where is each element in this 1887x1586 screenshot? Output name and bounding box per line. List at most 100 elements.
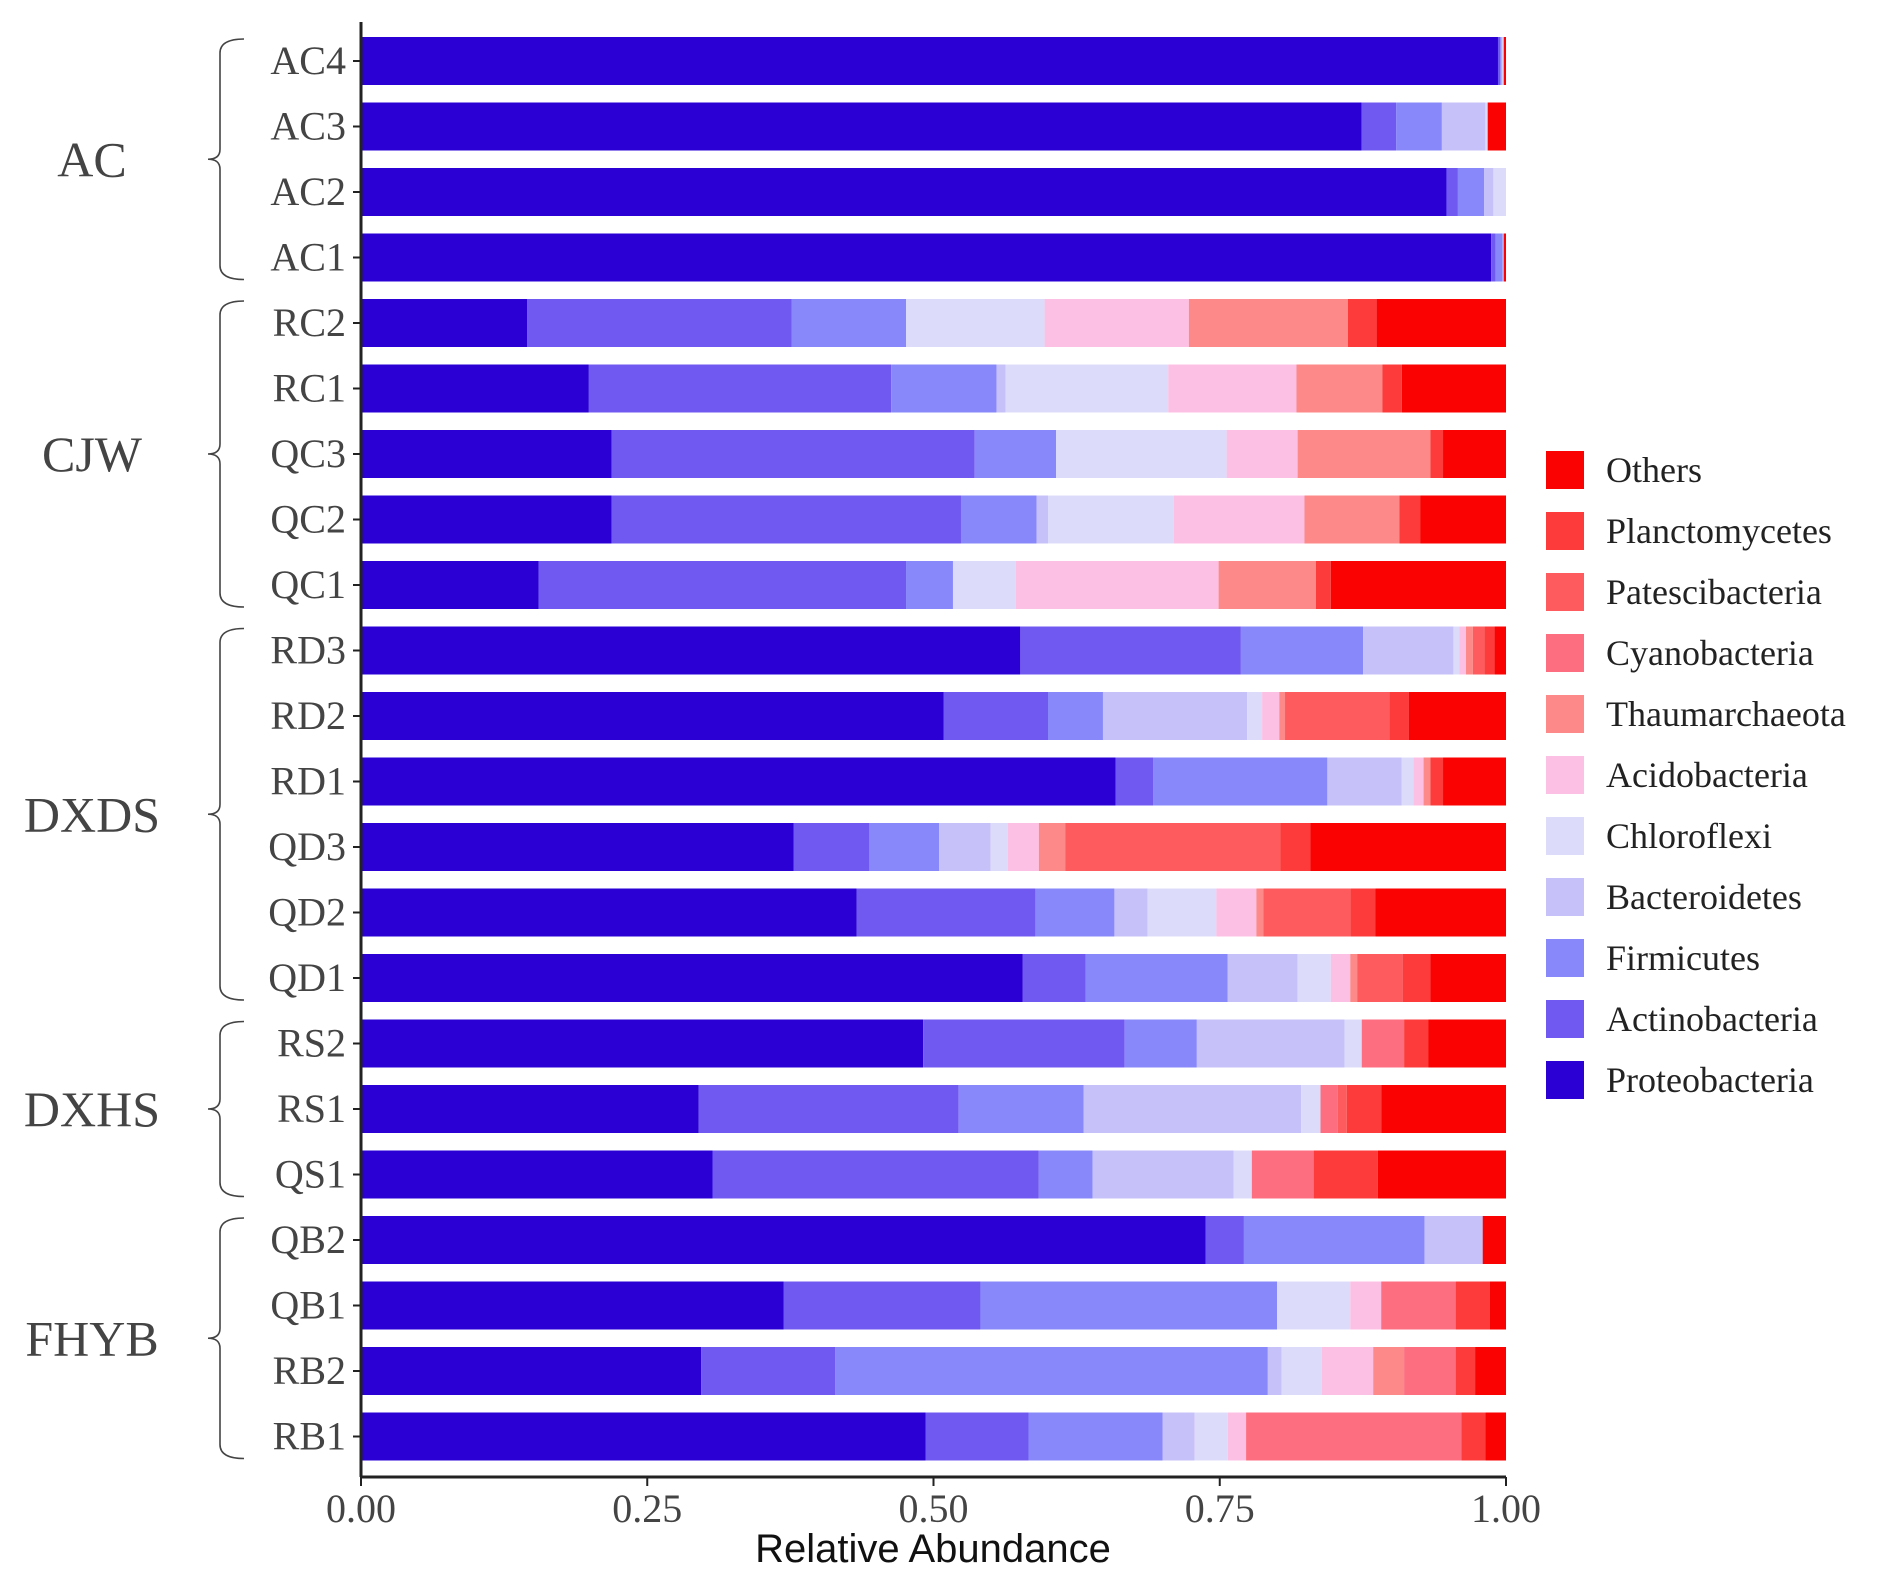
bar-qc3-firmicutes xyxy=(974,430,1057,478)
bar-rs2-proteobacteria xyxy=(361,1019,924,1068)
bar-qd3-firmicutes xyxy=(869,823,940,871)
bar-rd1-thaumarchaeota xyxy=(1423,757,1431,806)
legend-label-bacteroidetes: Bacteroidetes xyxy=(1606,877,1802,917)
bar-qd1-bacteroidetes xyxy=(1227,954,1298,1002)
legend-label-patescibacteria: Patescibacteria xyxy=(1606,572,1822,612)
bar-ac2-firmicutes xyxy=(1457,168,1485,216)
bar-rd1-acidobacteria xyxy=(1413,757,1424,806)
bar-ac4-firmicutes xyxy=(1500,37,1502,85)
bar-ac2-bacteroidetes xyxy=(1484,168,1494,216)
bar-ac2-actinobacteria xyxy=(1446,168,1458,216)
legend-swatch-actinobacteria xyxy=(1546,1000,1584,1038)
bracket-cjw xyxy=(207,300,245,608)
bar-qd3-patescibacteria xyxy=(1065,823,1281,871)
bar-qc2-proteobacteria xyxy=(361,495,612,544)
bar-qc3-proteobacteria xyxy=(361,430,612,478)
bar-rc2-actinobacteria xyxy=(527,299,792,347)
bar-qb1-chloroflexi xyxy=(1277,1281,1351,1330)
category-label-qd3: QD3 xyxy=(268,824,346,869)
bar-qc2-acidobacteria xyxy=(1173,495,1305,544)
bar-rc2-acidobacteria xyxy=(1044,299,1189,347)
bar-qs1-cyanobacteria xyxy=(1251,1150,1314,1199)
bar-rs2-bacteroidetes xyxy=(1196,1019,1345,1068)
bar-qd3-bacteroidetes xyxy=(939,823,991,871)
bracket-dxhs xyxy=(207,1020,245,1198)
bar-qc3-acidobacteria xyxy=(1226,430,1298,478)
category-label-qd2: QD2 xyxy=(268,890,346,935)
category-label-rc1: RC1 xyxy=(273,366,346,411)
category-label-ac3: AC3 xyxy=(270,104,346,149)
bracket-fhyb xyxy=(207,1217,245,1460)
bar-qb1-actinobacteria xyxy=(783,1281,981,1330)
bar-rs1-planctomycetes xyxy=(1346,1085,1382,1133)
bar-rs1-proteobacteria xyxy=(361,1085,699,1133)
bar-qb1-planctomycetes xyxy=(1455,1281,1490,1330)
category-label-qs1: QS1 xyxy=(275,1152,346,1197)
category-labels: AC4 AC3 AC2 AC1 RC2 RC1 QC3 QC2 QC1 RD3 RD2 RD1 QD3 Q… xyxy=(268,38,346,1459)
category-label-rs1: RS1 xyxy=(277,1086,346,1131)
bar-ac3-actinobacteria xyxy=(1361,102,1397,151)
bar-ac1-actinobacteria xyxy=(1491,233,1496,282)
bar-qd2-thaumarchaeota xyxy=(1256,888,1264,937)
bar-qd2-firmicutes xyxy=(1035,888,1115,937)
bar-qd3-chloroflexi xyxy=(990,823,1008,871)
bar-ac3-bacteroidetes xyxy=(1441,102,1486,151)
legend-label-others: Others xyxy=(1606,450,1702,490)
legend-label-actinobacteria: Actinobacteria xyxy=(1606,999,1818,1039)
bar-qd2-actinobacteria xyxy=(856,888,1036,937)
bar-rc1-thaumarchaeota xyxy=(1296,364,1383,413)
bar-ac4-chloroflexi xyxy=(1502,37,1504,85)
bar-rd2-bacteroidetes xyxy=(1102,692,1248,740)
bar-rb1-acidobacteria xyxy=(1227,1412,1247,1461)
bar-rd2-acidobacteria xyxy=(1262,692,1280,740)
bar-rs1-actinobacteria xyxy=(698,1085,959,1133)
bar-rd1-chloroflexi xyxy=(1401,757,1414,806)
bar-rb1-others xyxy=(1485,1412,1506,1461)
bar-qb2-actinobacteria xyxy=(1205,1216,1244,1264)
category-label-qc3: QC3 xyxy=(270,431,346,476)
bar-rb1-proteobacteria xyxy=(361,1412,926,1461)
bar-rd2-chloroflexi xyxy=(1247,692,1263,740)
category-label-rs2: RS2 xyxy=(277,1021,346,1066)
legend-swatch-others xyxy=(1546,451,1584,489)
bar-rc1-chloroflexi xyxy=(1005,364,1169,413)
bar-qb1-others xyxy=(1489,1281,1506,1330)
category-label-ac1: AC1 xyxy=(270,235,346,280)
category-label-rc2: RC2 xyxy=(273,300,346,345)
bar-rd3-thaumarchaeota xyxy=(1466,626,1473,675)
bar-ac3-others xyxy=(1487,102,1506,151)
bar-rc2-planctomycetes xyxy=(1347,299,1377,347)
group-label-fhyb: FHYB xyxy=(25,1310,158,1366)
bar-qc1-others xyxy=(1330,561,1506,609)
legend-label-acidobacteria: Acidobacteria xyxy=(1606,755,1808,795)
bar-rd1-proteobacteria xyxy=(361,757,1116,806)
group-label-cjw: CJW xyxy=(42,426,143,482)
bar-rc2-others xyxy=(1376,299,1506,347)
bar-rb2-thaumarchaeota xyxy=(1373,1347,1405,1395)
bar-qd3-proteobacteria xyxy=(361,823,794,871)
legend-label-cyanobacteria: Cyanobacteria xyxy=(1606,633,1814,673)
bar-qd1-others xyxy=(1430,954,1506,1002)
bar-rd2-others xyxy=(1408,692,1506,740)
bar-qc1-proteobacteria xyxy=(361,561,539,609)
category-label-rb2: RB2 xyxy=(273,1348,346,1393)
category-label-qb1: QB1 xyxy=(270,1283,346,1328)
legend-label-planctomycetes: Planctomycetes xyxy=(1606,511,1832,551)
bar-rs2-actinobacteria xyxy=(923,1019,1125,1068)
bar-rd3-firmicutes xyxy=(1240,626,1364,675)
bar-qs1-bacteroidetes xyxy=(1092,1150,1234,1199)
bar-qc3-chloroflexi xyxy=(1056,430,1227,478)
bar-rb1-firmicutes xyxy=(1028,1412,1163,1461)
bar-qs1-chloroflexi xyxy=(1233,1150,1252,1199)
bar-ac1-proteobacteria xyxy=(361,233,1492,282)
bar-rc2-thaumarchaeota xyxy=(1188,299,1348,347)
bar-qc2-others xyxy=(1420,495,1507,544)
bar-rs1-bacteroidetes xyxy=(1083,1085,1302,1133)
bar-rb1-chloroflexi xyxy=(1194,1412,1228,1461)
category-label-ac4: AC4 xyxy=(270,38,346,83)
bar-qc1-actinobacteria xyxy=(538,561,907,609)
bar-qd2-others xyxy=(1375,888,1506,937)
bar-ac4-others xyxy=(1503,37,1506,85)
bar-qb2-proteobacteria xyxy=(361,1216,1206,1264)
